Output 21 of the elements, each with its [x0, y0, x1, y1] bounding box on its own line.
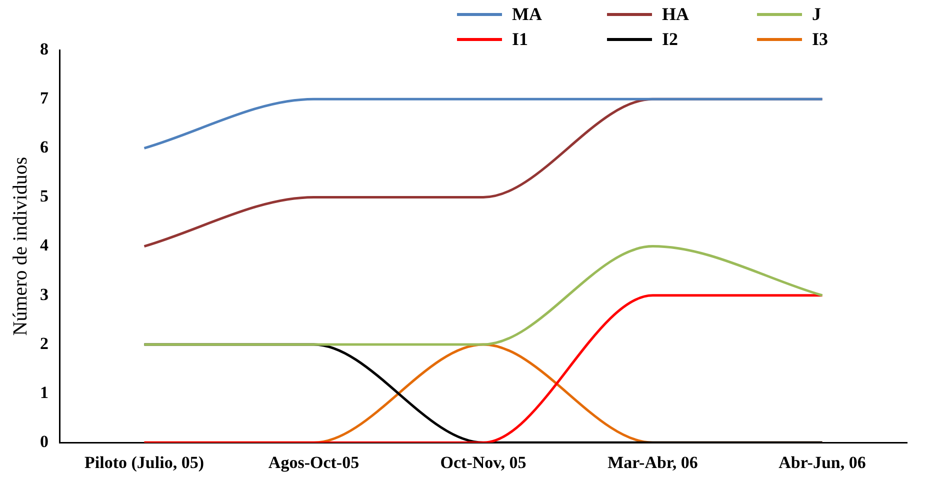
y-tick-label: 0 [40, 432, 48, 451]
y-tick-label: 5 [40, 186, 48, 206]
x-tick-label: Piloto (Julio, 05) [84, 453, 204, 472]
x-tick-label: Agos-Oct-05 [268, 453, 360, 472]
x-tick-label: Abr-Jun, 06 [778, 453, 866, 472]
y-axis-title: Número de individuos [9, 156, 32, 336]
y-tick-label: 7 [40, 88, 49, 108]
legend-label: I1 [512, 29, 528, 50]
y-tick-label: 1 [40, 382, 48, 402]
x-tick-label: Mar-Abr, 06 [608, 453, 698, 472]
y-tick-label: 8 [40, 39, 48, 58]
y-tick-label: 4 [40, 236, 49, 255]
legend-label: I2 [662, 29, 678, 50]
y-tick-label: 2 [40, 334, 48, 353]
legend-label: I3 [812, 29, 828, 50]
legend-label: MA [512, 4, 542, 25]
x-tick-label: Oct-Nov, 05 [440, 453, 526, 472]
legend-label: J [812, 4, 821, 25]
y-tick-label: 3 [40, 284, 48, 304]
legend-label: HA [662, 4, 689, 25]
y-tick-label: 6 [40, 138, 48, 157]
